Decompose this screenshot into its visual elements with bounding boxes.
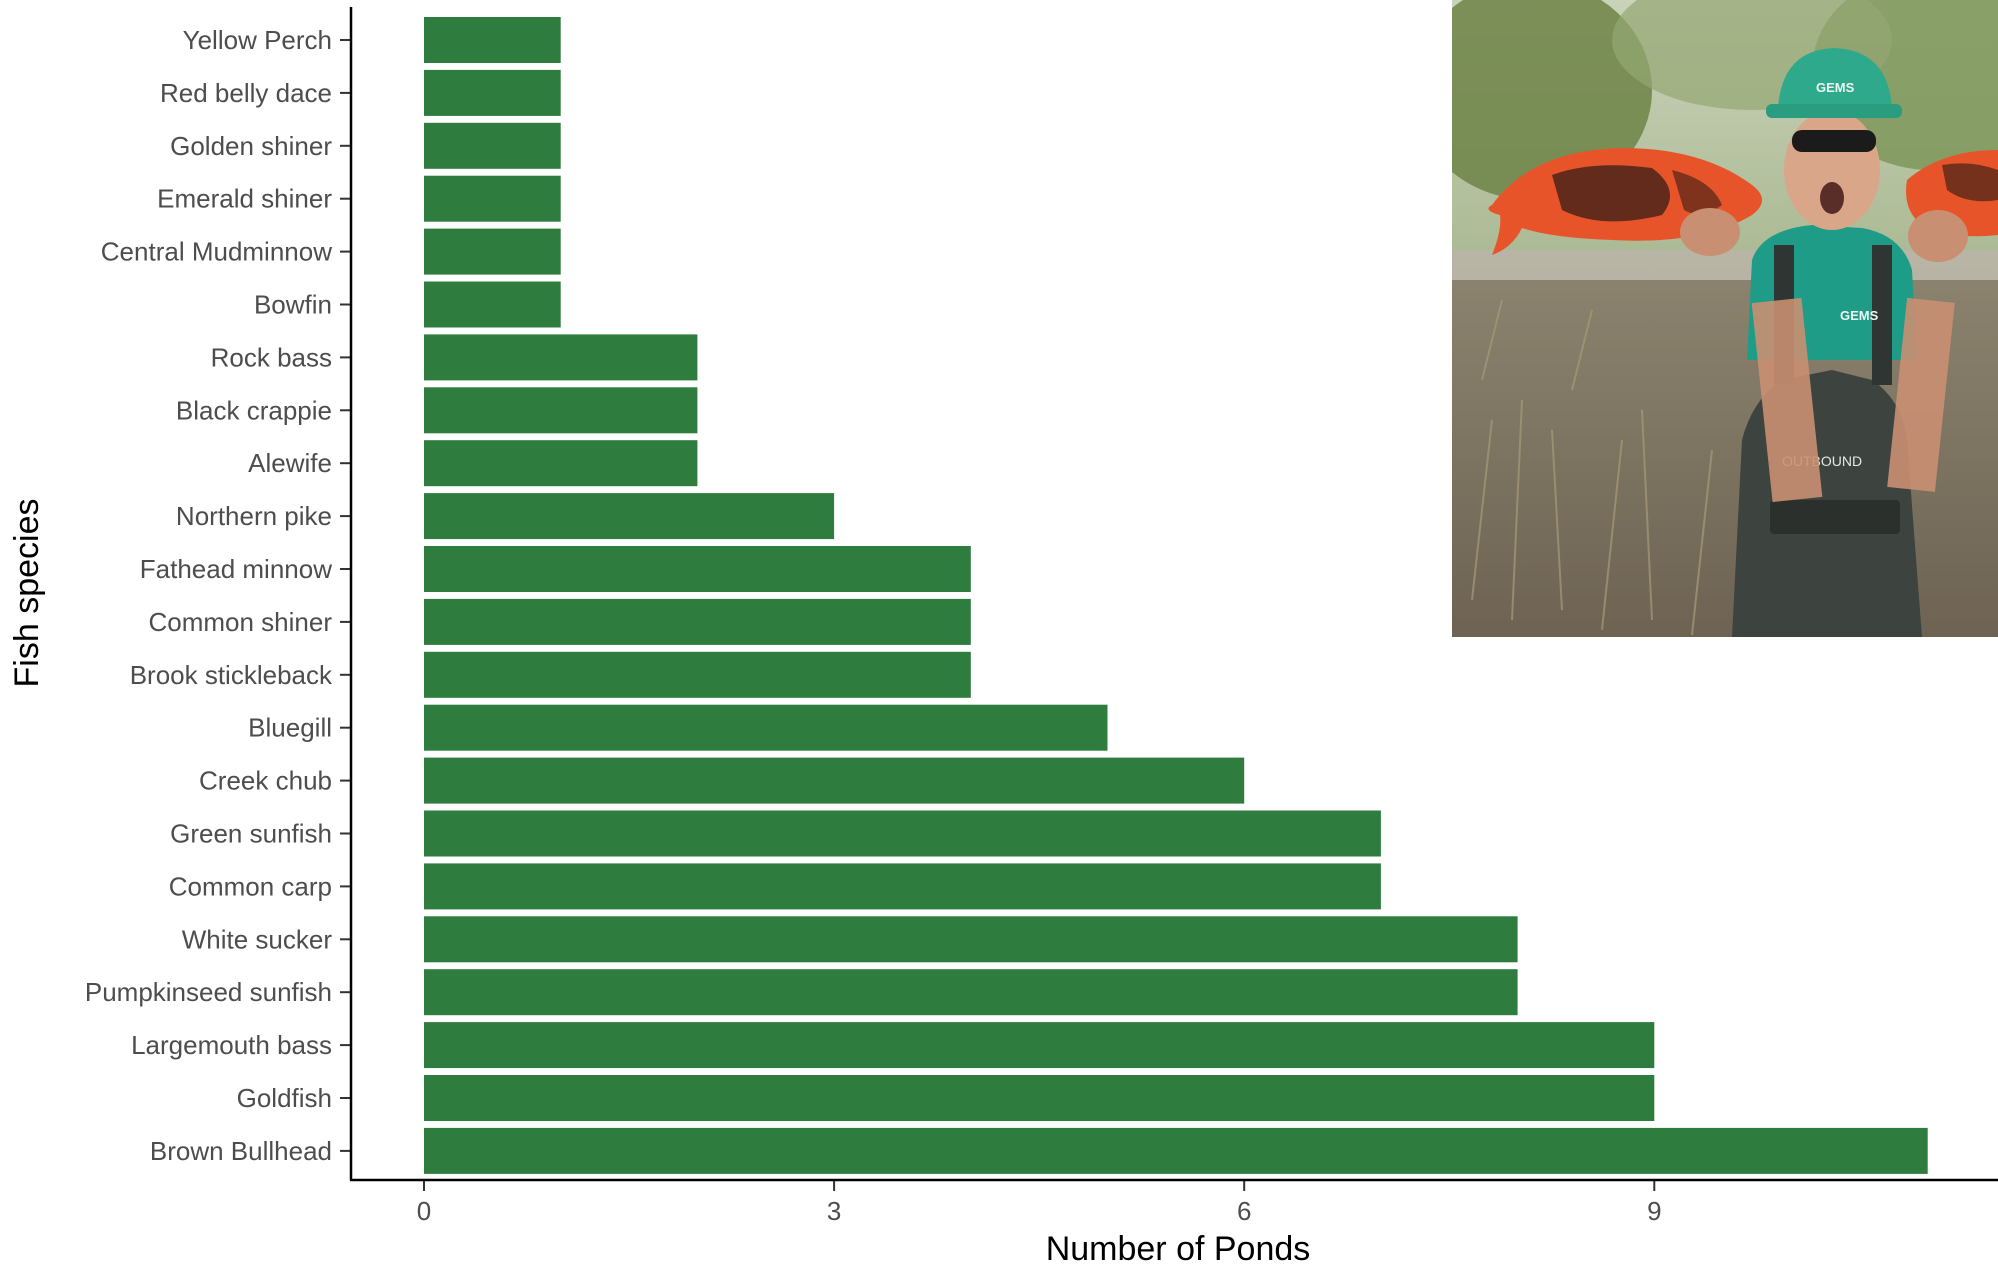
y-tick-labels: Yellow Perch Red belly dace Golden shiner E… bbox=[85, 25, 333, 1166]
bar-red-belly-dace bbox=[424, 69, 561, 116]
y-tick-label-goldfish: Goldfish bbox=[237, 1083, 332, 1113]
y-tick-label-alewife: Alewife bbox=[248, 448, 332, 478]
bar-creek-chub bbox=[424, 757, 1245, 804]
y-tick-label-emerald-shiner: Emerald shiner bbox=[157, 184, 332, 214]
bar-common-shiner bbox=[424, 598, 971, 645]
y-tick-label-bowfin: Bowfin bbox=[254, 290, 332, 320]
person-holding-goldfish-image: OUTBOUND GEMS GEMS bbox=[1452, 0, 1998, 637]
x-tick-label-0: 0 bbox=[417, 1196, 431, 1226]
y-tick-label-central-mudminnow: Central Mudminnow bbox=[101, 237, 332, 267]
bar-pumpkinseed-sunfish bbox=[424, 969, 1518, 1016]
bar-goldfish bbox=[424, 1075, 1655, 1121]
y-tick-label-brown-bullhead: Brown Bullhead bbox=[150, 1136, 332, 1166]
x-tick-label-9: 9 bbox=[1647, 1196, 1661, 1226]
y-tick-label-green-sunfish: Green sunfish bbox=[170, 819, 332, 849]
bar-emerald-shiner bbox=[424, 175, 561, 222]
y-tick-label-golden-shiner: Golden shiner bbox=[170, 131, 332, 161]
bar-white-sucker bbox=[424, 916, 1518, 963]
bars-group bbox=[424, 17, 1928, 1174]
y-tick-label-creek-chub: Creek chub bbox=[199, 766, 332, 796]
field-photo: OUTBOUND GEMS GEMS bbox=[1452, 0, 1998, 637]
y-axis-title: Fish species bbox=[8, 499, 46, 688]
bar-common-carp bbox=[424, 863, 1381, 910]
bar-central-mudminnow bbox=[424, 228, 561, 275]
hat-logo-text: GEMS bbox=[1816, 80, 1855, 95]
bar-rock-bass bbox=[424, 334, 698, 381]
bar-brook-stickleback bbox=[424, 651, 971, 698]
x-axis-title: Number of Ponds bbox=[1046, 1230, 1311, 1268]
y-tick-marks bbox=[340, 39, 351, 1152]
y-tick-label-red-belly-dace: Red belly dace bbox=[160, 78, 332, 108]
y-tick-label-rock-bass: Rock bass bbox=[211, 342, 332, 372]
y-tick-label-common-shiner: Common shiner bbox=[148, 607, 332, 637]
bar-yellow-perch bbox=[424, 17, 561, 63]
bar-brown-bullhead bbox=[424, 1127, 1928, 1174]
x-tick-label-6: 6 bbox=[1237, 1196, 1251, 1226]
bar-bowfin bbox=[424, 281, 561, 328]
bar-golden-shiner bbox=[424, 122, 561, 169]
x-tick-label-3: 3 bbox=[827, 1196, 841, 1226]
bar-largemouth-bass bbox=[424, 1022, 1655, 1069]
y-tick-label-yellow-perch: Yellow Perch bbox=[183, 25, 332, 55]
bar-bluegill bbox=[424, 704, 1108, 751]
y-tick-label-fathead-minnow: Fathead minnow bbox=[140, 554, 332, 584]
bar-northern-pike bbox=[424, 493, 835, 540]
y-tick-label-common-carp: Common carp bbox=[169, 871, 332, 901]
y-tick-label-brook-stickleback: Brook stickleback bbox=[130, 660, 333, 690]
bar-black-crappie bbox=[424, 387, 698, 434]
bar-alewife bbox=[424, 440, 698, 487]
bar-green-sunfish bbox=[424, 810, 1381, 857]
y-tick-label-bluegill: Bluegill bbox=[248, 713, 332, 743]
y-tick-label-white-sucker: White sucker bbox=[182, 924, 333, 954]
x-ticks: 0 3 6 9 bbox=[417, 1180, 1662, 1226]
y-tick-label-largemouth-bass: Largemouth bass bbox=[131, 1030, 332, 1060]
y-tick-label-black-crappie: Black crappie bbox=[176, 395, 332, 425]
y-tick-label-pumpkinseed-sunfish: Pumpkinseed sunfish bbox=[85, 977, 332, 1007]
shirt-logo-text: GEMS bbox=[1840, 308, 1879, 323]
bar-fathead-minnow bbox=[424, 546, 971, 592]
y-tick-label-northern-pike: Northern pike bbox=[176, 501, 332, 531]
